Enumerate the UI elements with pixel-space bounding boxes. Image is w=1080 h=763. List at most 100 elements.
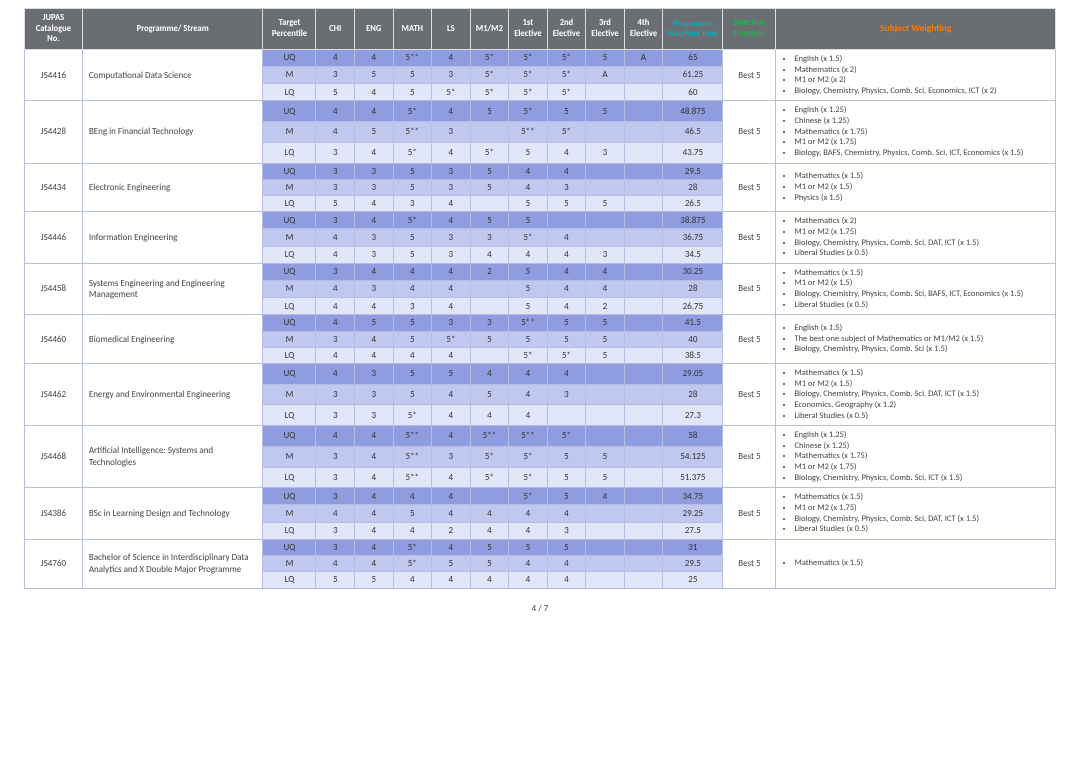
subject-score: 2 [432,522,471,539]
subject-score: 5 [393,505,432,522]
subject-score: 5 [586,49,625,66]
subject-score: 4 [509,405,548,426]
subject-score: 5 [393,331,432,347]
subject-score: 4 [432,539,471,555]
header-eng: ENG [354,9,393,50]
table-row: JS4416Computational Data ScienceUQ445**4… [25,49,1056,66]
subject-score [586,539,625,555]
jupas-no: JS4460 [25,315,83,364]
subject-score: 4 [316,229,355,246]
subject-score: 3 [432,163,471,179]
subject-weighting-item: Mathematics (x 1.5) [794,492,1049,503]
subject-score: 5 [393,384,432,405]
weighted-total: 43.75 [663,142,723,163]
target-percentile: M [263,67,316,84]
subject-score: 5* [432,331,471,347]
subject-score: 4 [393,263,432,280]
subject-score: 3 [316,179,355,195]
table-row: JS4468Artificial Intelligence: Systems a… [25,426,1056,447]
subject-score: 5 [316,196,355,212]
subject-score: 4 [547,246,586,263]
subject-score [624,122,663,143]
subject-score: 4 [354,298,393,315]
subject-score [470,122,509,143]
header-elec3: 3rd Elective [586,9,625,50]
subject-score [586,229,625,246]
subject-score: 4 [393,347,432,363]
subject-score [624,539,663,555]
subject-score: 4 [586,488,625,505]
subject-score: 4 [432,49,471,66]
weighted-total: 28 [663,384,723,405]
subject-score: 5 [470,163,509,179]
subject-weighting-item: Physics (x 1.5) [794,193,1049,204]
subject-score: 4 [432,384,471,405]
subject-weighting: English (x 1.25)Chinese (x 1.25)Mathemat… [776,101,1056,163]
subject-weighting-item: Biology, Chemistry, Physics, Comb. Sci, … [794,238,1049,249]
subject-score: 5** [393,426,432,447]
subject-weighting-item: Liberal Studies (x 0.5) [794,248,1049,259]
subject-weighting-item: English (x 1.5) [794,323,1049,334]
subject-score: 5 [509,196,548,212]
subject-score: 3 [354,229,393,246]
weighted-total: 26.5 [663,196,723,212]
weighted-total: 38.875 [663,212,723,229]
subject-score: 5 [354,122,393,143]
subject-score: 4 [354,347,393,363]
subject-score: 4 [393,280,432,297]
subject-score: 4 [432,505,471,522]
header-programme: Programme/ Stream [82,9,263,50]
subject-score: 5* [393,212,432,229]
jupas-no: JS4760 [25,539,83,588]
subject-weighting-item: English (x 1.25) [794,105,1049,116]
target-percentile: UQ [263,49,316,66]
selection-principle: Best 5 [723,426,776,488]
subject-score: 4 [432,101,471,122]
weighted-total: 41.5 [663,315,723,331]
subject-weighting-item: M1 or M2 (x 1.75) [794,503,1049,514]
weighted-total: 25 [663,572,723,588]
subject-score: 4 [432,467,471,488]
target-percentile: LQ [263,467,316,488]
subject-score [624,229,663,246]
subject-score: 2 [586,298,625,315]
subject-score: 4 [509,556,548,572]
programme-name: Electronic Engineering [82,163,263,212]
subject-score: 4 [354,467,393,488]
subject-score: 4 [432,298,471,315]
target-percentile: M [263,505,316,522]
selection-principle: Best 5 [723,315,776,364]
subject-score: 5* [470,49,509,66]
subject-score: 4 [316,364,355,385]
subject-weighting-item: Mathematics (x 2) [794,65,1049,76]
header-ls: LS [432,9,471,50]
subject-score: 5** [393,122,432,143]
subject-score: 5* [509,467,548,488]
subject-score [586,384,625,405]
subject-score: 4 [354,446,393,467]
subject-weighting-item: Mathematics (x 1.75) [794,451,1049,462]
subject-score [624,556,663,572]
subject-score [470,298,509,315]
subject-score: 5** [509,315,548,331]
selection-principle: Best 5 [723,488,776,540]
jupas-no: JS4434 [25,163,83,212]
subject-score [624,196,663,212]
subject-score [470,347,509,363]
programme-name: Systems Engineering and Engineering Mana… [82,263,263,315]
target-percentile: UQ [263,101,316,122]
subject-weighting-item: Liberal Studies (x 0.5) [794,411,1049,422]
weighted-total: 65 [663,49,723,66]
subject-score [624,67,663,84]
subject-score [624,263,663,280]
target-percentile: LQ [263,246,316,263]
subject-score [624,298,663,315]
subject-score [624,331,663,347]
subject-score: 3 [547,522,586,539]
subject-score: 3 [354,246,393,263]
selection-principle: Best 5 [723,49,776,101]
subject-score: 2 [470,263,509,280]
subject-weighting-item: Mathematics (x 1.5) [794,268,1049,279]
subject-weighting-item: M1 or M2 (x 2) [794,75,1049,86]
target-percentile: UQ [263,364,316,385]
